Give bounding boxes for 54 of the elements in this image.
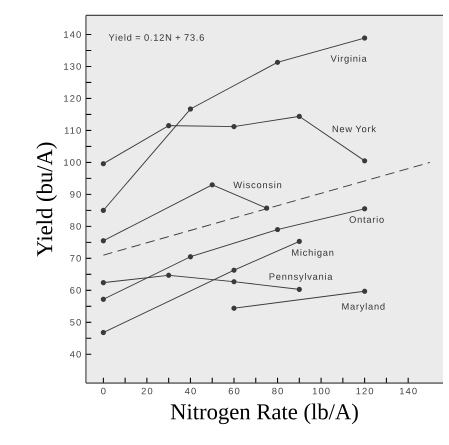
point [188, 106, 194, 112]
y-tick-label: 100 [64, 159, 81, 166]
point [100, 330, 106, 336]
point [231, 279, 237, 284]
series-label: New York [332, 125, 376, 132]
annotation: Yield = 0.12N + 73.6 [108, 34, 204, 41]
point [296, 238, 302, 244]
series-label: Ontario [350, 216, 384, 223]
series-label: Maryland [342, 302, 384, 312]
point [100, 161, 106, 166]
y-tick-label: 90 [70, 191, 81, 198]
point [231, 268, 237, 273]
y-tick-label: 60 [70, 287, 81, 294]
point [274, 60, 280, 65]
point [362, 35, 368, 41]
x-tick-label: 120 [356, 388, 374, 394]
x-tick-label: 60 [228, 388, 240, 394]
point [166, 272, 172, 278]
x-tick-label: 140 [400, 388, 417, 394]
point [296, 114, 302, 119]
point [231, 124, 237, 130]
point [231, 306, 237, 311]
y-tick-label: 40 [70, 350, 81, 358]
point [362, 158, 368, 164]
point [362, 206, 368, 212]
point [210, 182, 215, 188]
x-tick-label: 100 [312, 388, 330, 394]
y-tick-label: 50 [70, 319, 81, 326]
point [188, 254, 194, 260]
series-label: Michigan [292, 249, 334, 258]
point [166, 123, 172, 128]
x-axis-title: Nitrogen Rate (lb/A) [170, 404, 358, 424]
y-tick-label: 120 [64, 95, 81, 102]
y-tick-label: 110 [64, 127, 81, 134]
y-tick-label: 130 [64, 63, 81, 70]
point [100, 208, 106, 213]
point [100, 238, 106, 244]
x-tick-label: 20 [142, 388, 152, 394]
point [100, 280, 106, 286]
y-tick-label: 70 [70, 255, 81, 262]
point [274, 226, 280, 232]
point [100, 296, 106, 302]
x-tick-label: 80 [272, 388, 283, 394]
y-tick-label: 140 [64, 31, 81, 38]
series-label: Virginia [330, 55, 367, 64]
point [296, 286, 302, 292]
point [264, 206, 270, 211]
series-label: Pennsylvania [270, 273, 332, 282]
point [362, 288, 368, 294]
x-tick-label: 40 [184, 388, 196, 394]
series-label: Wisconsin [233, 181, 282, 188]
y-axis-title: Yield (bu/A) [36, 142, 57, 256]
x-tick-label: 0 [101, 388, 106, 394]
y-tick-label: 80 [70, 223, 81, 230]
